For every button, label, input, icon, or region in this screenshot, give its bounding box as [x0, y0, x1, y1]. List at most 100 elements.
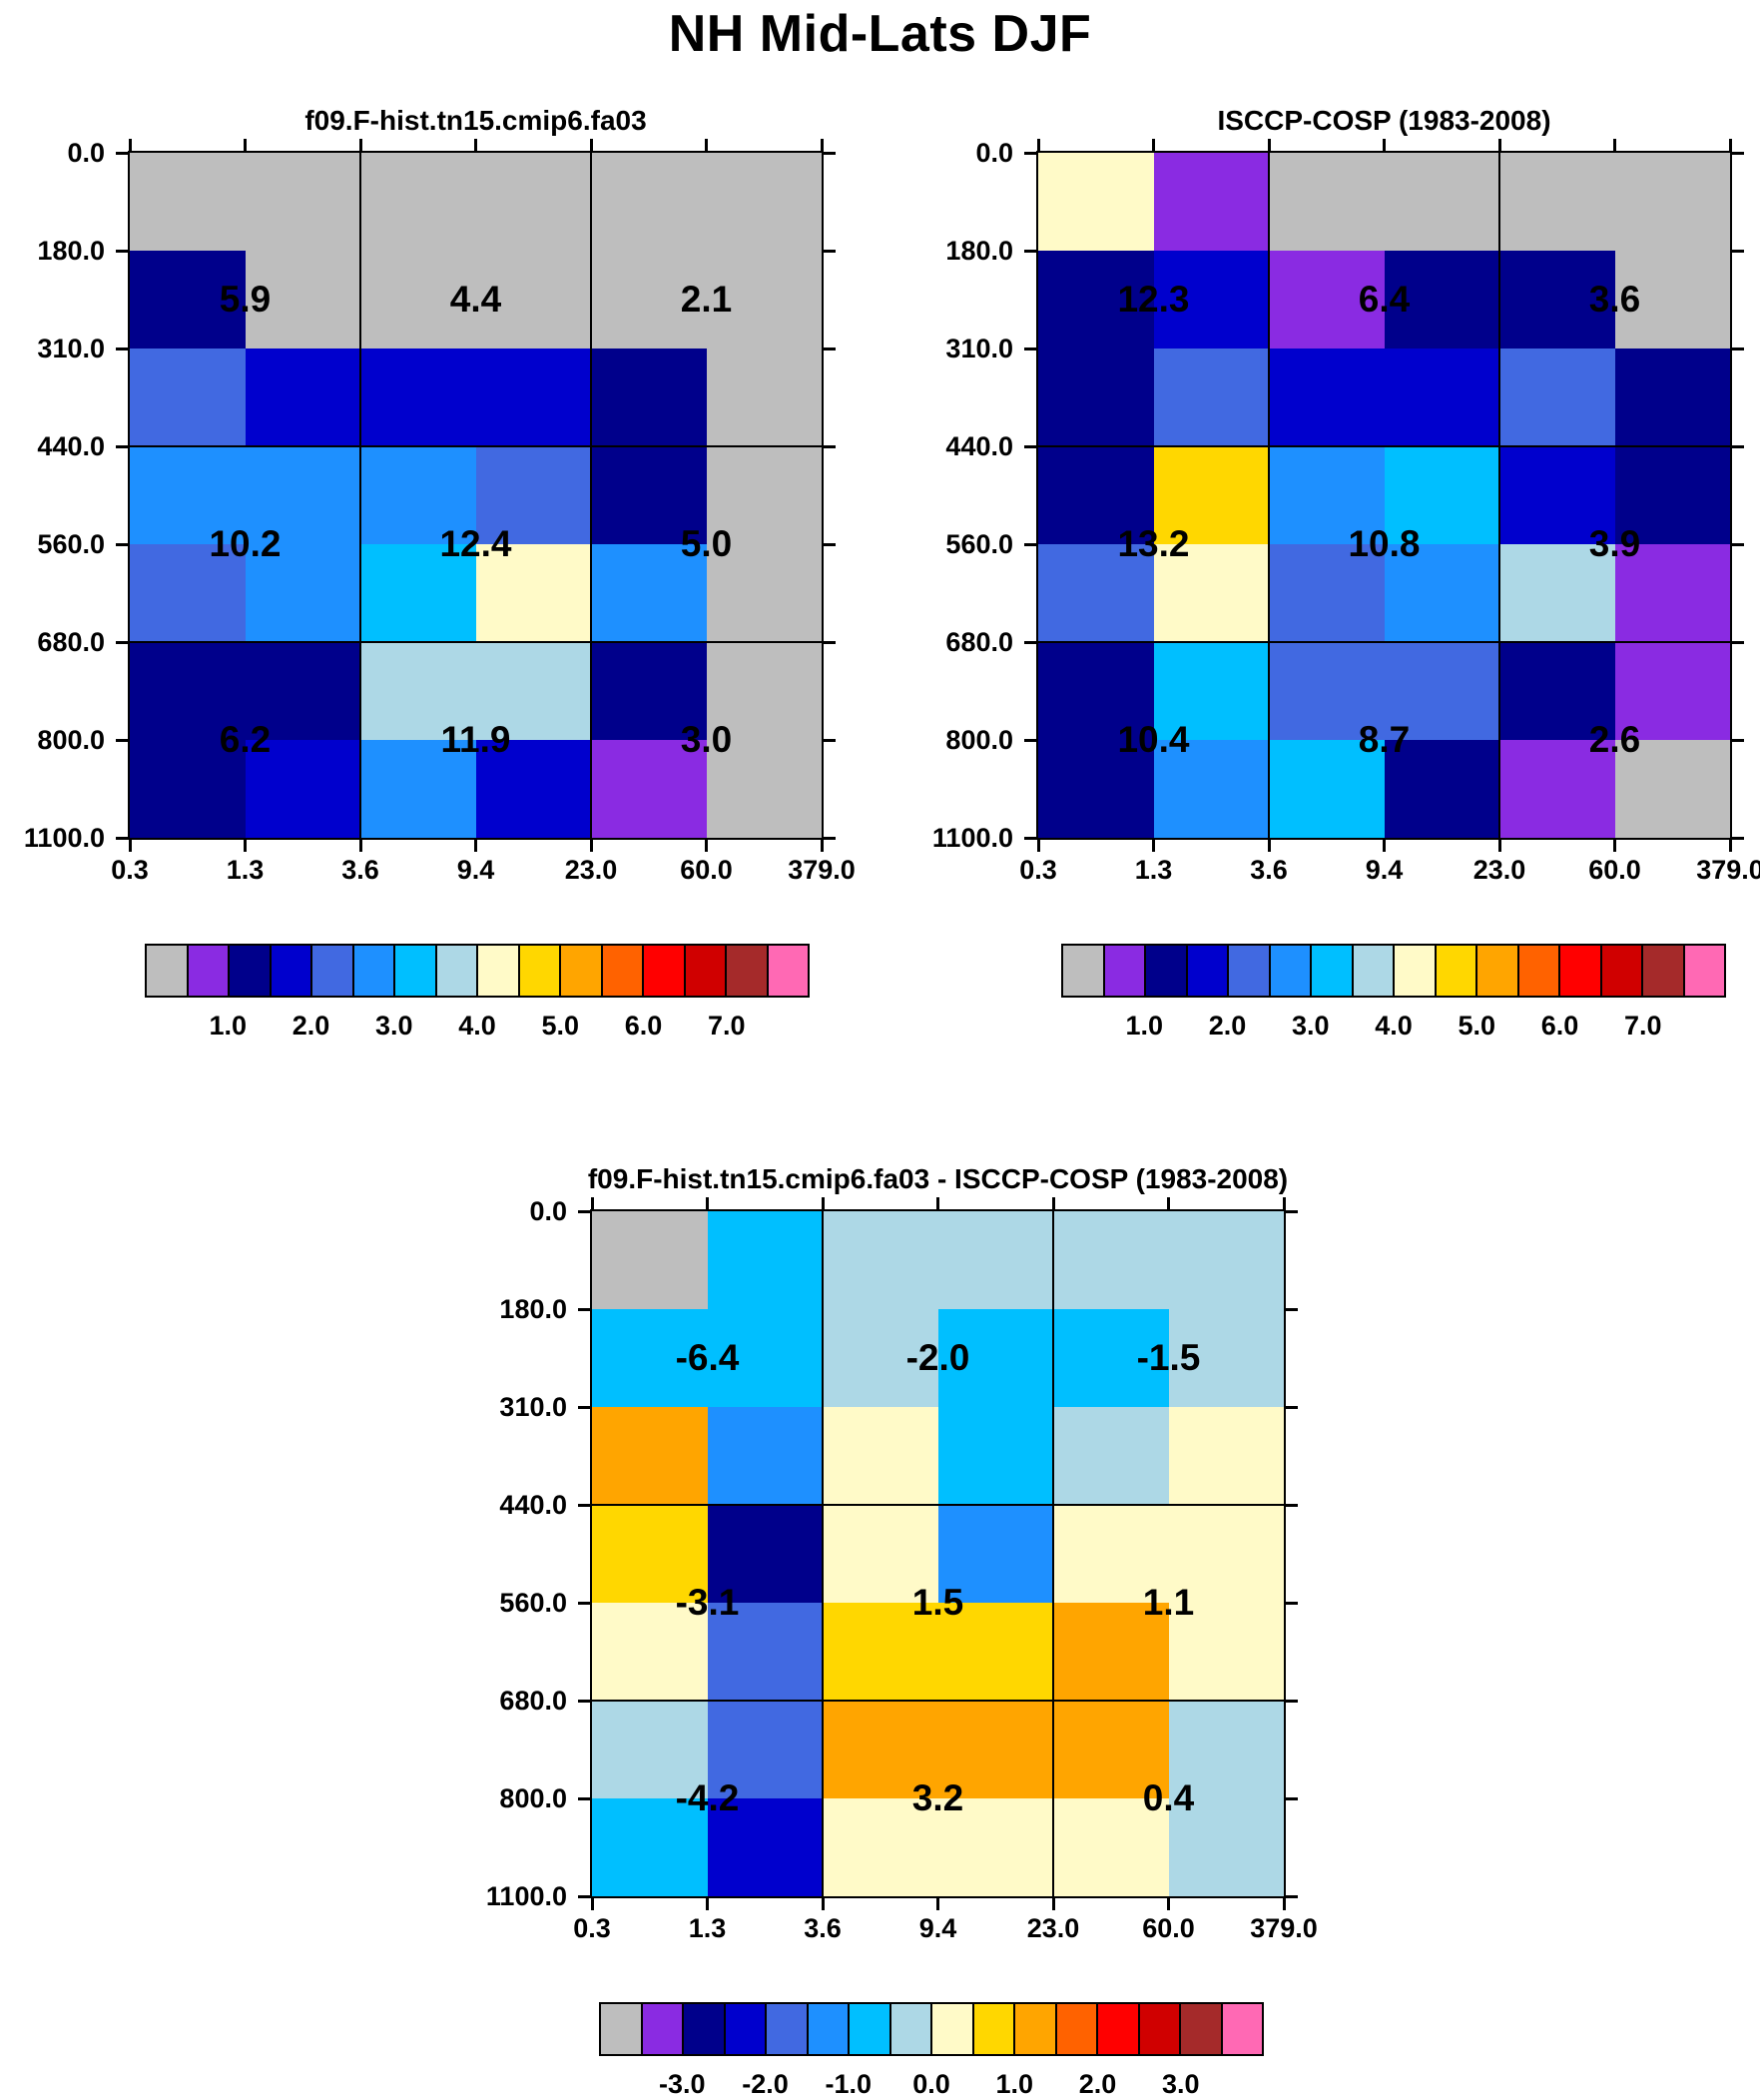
- colorbar-swatch: [478, 946, 518, 996]
- histogram-cell: [360, 544, 477, 643]
- colorbar-swatch: [436, 946, 476, 996]
- block-value-label: 8.7: [1358, 719, 1411, 760]
- histogram-cell: [130, 740, 247, 839]
- x-axis-tick-label: 379.0: [788, 855, 856, 885]
- y-axis-tick: [116, 151, 130, 155]
- y-axis-tick: [1284, 1601, 1298, 1605]
- plot-border: [1036, 151, 1732, 840]
- x-axis-tick: [474, 139, 477, 153]
- histogram-cell: [1384, 153, 1500, 252]
- histogram-cell: [1614, 446, 1731, 545]
- histogram-cell: [130, 349, 247, 447]
- y-axis-tick: [822, 542, 836, 546]
- y-axis-tick-label: 0.0: [67, 138, 105, 168]
- x-axis-tick: [244, 139, 247, 153]
- histogram-cell: [360, 740, 477, 839]
- colorbar-swatch: [973, 2004, 1013, 2054]
- x-axis-tick: [358, 838, 362, 852]
- histogram-cell: [1038, 642, 1155, 741]
- histogram-cell: [1269, 251, 1386, 350]
- y-axis-tick: [116, 347, 130, 350]
- histogram-cell: [707, 1603, 824, 1702]
- block-value-label: 0.4: [1142, 1777, 1195, 1818]
- colorbar-swatch: [601, 2004, 641, 2054]
- colorbar-swatch: [768, 946, 808, 996]
- colorbar-swatch: [230, 946, 270, 996]
- colorbar-tick-label: -3.0: [658, 2069, 706, 2099]
- colorbar-swatch: [519, 946, 559, 996]
- y-axis-tick: [578, 1894, 592, 1898]
- x-axis-tick: [590, 1896, 594, 1910]
- y-axis-tick: [578, 1307, 592, 1311]
- colorbar-swatch: [1098, 2004, 1138, 2054]
- y-axis-tick-label: 680.0: [499, 1686, 567, 1716]
- colorbar-tick-label: 7.0: [707, 1011, 746, 1041]
- grid-line-horizontal: [592, 1700, 1284, 1702]
- x-axis-tick: [706, 1896, 709, 1910]
- histogram-cell: [823, 1309, 939, 1408]
- x-axis-tick: [1167, 1197, 1170, 1211]
- colorbar-swatch: [353, 946, 393, 996]
- x-axis-tick: [1728, 838, 1732, 852]
- x-axis-tick: [244, 838, 247, 852]
- colorbar-swatch: [395, 946, 435, 996]
- histogram-cell: [1153, 740, 1270, 839]
- colorbar-swatch: [684, 2004, 724, 2054]
- x-axis-tick-label: 23.0: [1026, 1913, 1080, 1943]
- histogram-cell: [1053, 1701, 1170, 1799]
- histogram-cell: [1053, 1309, 1170, 1408]
- colorbar-tick-label: 4.0: [458, 1011, 496, 1041]
- x-axis-tick: [1497, 838, 1501, 852]
- x-axis-tick: [936, 1896, 939, 1910]
- histogram-cell: [1614, 153, 1731, 252]
- histogram-cell: [823, 1407, 939, 1506]
- y-axis-tick: [1024, 640, 1038, 644]
- histogram-cell: [707, 1309, 824, 1408]
- y-axis-tick: [1284, 1209, 1298, 1213]
- histogram-cell: [591, 642, 708, 741]
- colorbar-swatch: [147, 946, 187, 996]
- y-axis-tick-label: 560.0: [499, 1588, 567, 1618]
- histogram-cell: [1499, 153, 1616, 252]
- y-axis-tick: [1024, 249, 1038, 253]
- histogram-cell: [245, 251, 361, 350]
- histogram-cell: [592, 1211, 709, 1310]
- y-axis-tick-label: 310.0: [499, 1392, 567, 1422]
- colorbar-swatch: [1139, 2004, 1179, 2054]
- histogram-cell: [592, 1603, 709, 1702]
- y-axis-tick: [822, 640, 836, 644]
- x-axis-tick: [589, 139, 593, 153]
- histogram-cell: [1053, 1603, 1170, 1702]
- histogram-cell: [592, 1701, 709, 1799]
- x-axis-tick: [1282, 1896, 1286, 1910]
- histogram-cell: [360, 251, 477, 350]
- y-axis-tick-label: 560.0: [945, 529, 1013, 559]
- histogram-cell: [823, 1798, 939, 1897]
- x-axis-tick: [705, 838, 708, 852]
- colorbar-tick-label: -1.0: [825, 2069, 873, 2099]
- histogram-cell: [707, 1701, 824, 1799]
- histogram-cell: [1038, 349, 1155, 447]
- y-axis-tick-label: 800.0: [945, 725, 1013, 755]
- x-axis-tick: [705, 139, 708, 153]
- histogram-cell: [130, 544, 247, 643]
- y-axis-tick: [1024, 542, 1038, 546]
- histogram-cell: [1384, 446, 1500, 545]
- x-axis-tick-label: 23.0: [1472, 855, 1526, 885]
- histogram-cell: [1038, 251, 1155, 350]
- x-axis-tick: [1051, 1896, 1055, 1910]
- histogram-cell: [475, 642, 592, 741]
- colorbar-swatch: [271, 946, 310, 996]
- histogram-cell: [1499, 349, 1616, 447]
- x-axis-tick: [474, 838, 477, 852]
- plot-border: [128, 151, 824, 840]
- x-axis-tick: [1267, 838, 1271, 852]
- block-value-label: -1.5: [1136, 1337, 1201, 1378]
- histogram-cell: [823, 1603, 939, 1702]
- y-axis-tick: [822, 249, 836, 253]
- colorbar-swatch: [1146, 946, 1186, 996]
- histogram-cell: [1153, 153, 1270, 252]
- x-axis-tick: [1383, 139, 1386, 153]
- y-axis-tick: [1730, 249, 1744, 253]
- block-value-label: 2.1: [680, 279, 733, 320]
